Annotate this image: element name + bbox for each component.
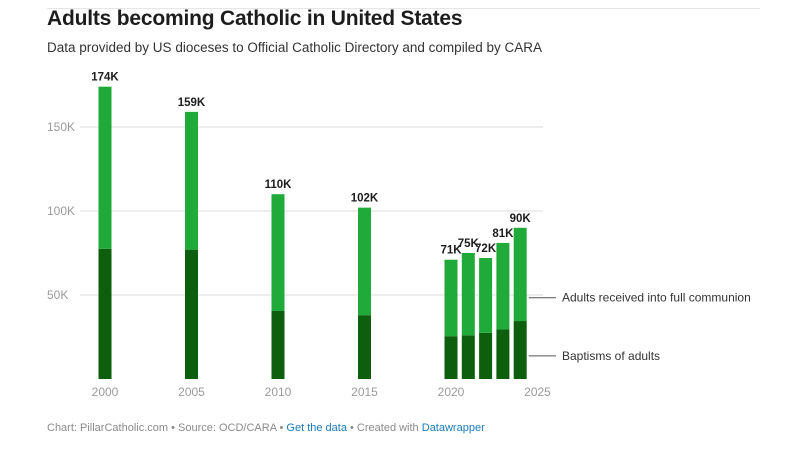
bar-baptisms-of-adults bbox=[461, 335, 475, 379]
bar-baptisms-of-adults bbox=[496, 329, 510, 379]
chart-footer: Chart: PillarCatholic.com • Source: OCD/… bbox=[47, 422, 485, 434]
bar-total-label: 102K bbox=[351, 193, 379, 205]
bar-total-label: 81K bbox=[492, 228, 514, 240]
datawrapper-link[interactable]: Datawrapper bbox=[421, 422, 485, 434]
bar-baptisms-of-adults bbox=[98, 248, 112, 379]
bar-total-label: 90K bbox=[510, 213, 532, 225]
annotation-full-communion: Adults received into full communion bbox=[562, 291, 751, 305]
chart-subtitle: Data provided by US dioceses to Official… bbox=[47, 40, 542, 55]
bar-total-label: 159K bbox=[178, 97, 206, 109]
x-tick-label: 2020 bbox=[438, 385, 465, 399]
y-tick-label: 150K bbox=[47, 120, 75, 134]
footer-separator: • bbox=[168, 422, 179, 434]
bar-full-communion bbox=[496, 242, 510, 330]
bar-total-label: 75K bbox=[458, 238, 480, 250]
bar-full-communion bbox=[513, 227, 527, 322]
get-the-data-link[interactable]: Get the data bbox=[286, 422, 347, 434]
bar-total-label: 72K bbox=[475, 243, 497, 255]
bar-full-communion bbox=[185, 111, 198, 250]
bar-baptisms-of-adults bbox=[185, 249, 198, 379]
bar-full-communion bbox=[461, 253, 475, 336]
header-divider bbox=[47, 8, 760, 9]
bar-full-communion bbox=[479, 258, 493, 333]
footer-separator: • bbox=[346, 422, 357, 434]
y-tick-label: 50K bbox=[47, 288, 68, 302]
chart-title: Adults becoming Catholic in United State… bbox=[47, 7, 463, 30]
bar-baptisms-of-adults bbox=[513, 321, 527, 379]
bar-baptisms-of-adults bbox=[444, 336, 458, 379]
bar-full-communion bbox=[271, 194, 285, 311]
bar-total-label: 71K bbox=[440, 245, 462, 257]
footer-created-with: Created with bbox=[356, 422, 419, 434]
footer-separator: • bbox=[276, 422, 287, 434]
x-tick-label: 2005 bbox=[178, 385, 205, 399]
x-tick-label: 2015 bbox=[351, 385, 378, 399]
x-tick-label: 2010 bbox=[265, 385, 292, 399]
x-tick-label: 2000 bbox=[92, 385, 119, 399]
bar-baptisms-of-adults bbox=[271, 310, 285, 379]
bar-baptisms-of-adults bbox=[479, 332, 493, 379]
annotation-baptisms: Baptisms of adults bbox=[562, 349, 660, 363]
footer-credit: Chart: PillarCatholic.com bbox=[47, 422, 169, 434]
bar-full-communion bbox=[98, 86, 112, 249]
bar-full-communion bbox=[358, 207, 371, 316]
y-tick-label: 100K bbox=[47, 204, 75, 218]
bar-total-label: 110K bbox=[265, 179, 293, 191]
bar-baptisms-of-adults bbox=[358, 315, 371, 379]
footer-source: Source: OCD/CARA bbox=[178, 422, 277, 434]
bar-full-communion bbox=[444, 259, 458, 337]
x-tick-label: 2025 bbox=[524, 385, 551, 399]
bar-total-label: 174K bbox=[91, 72, 119, 84]
